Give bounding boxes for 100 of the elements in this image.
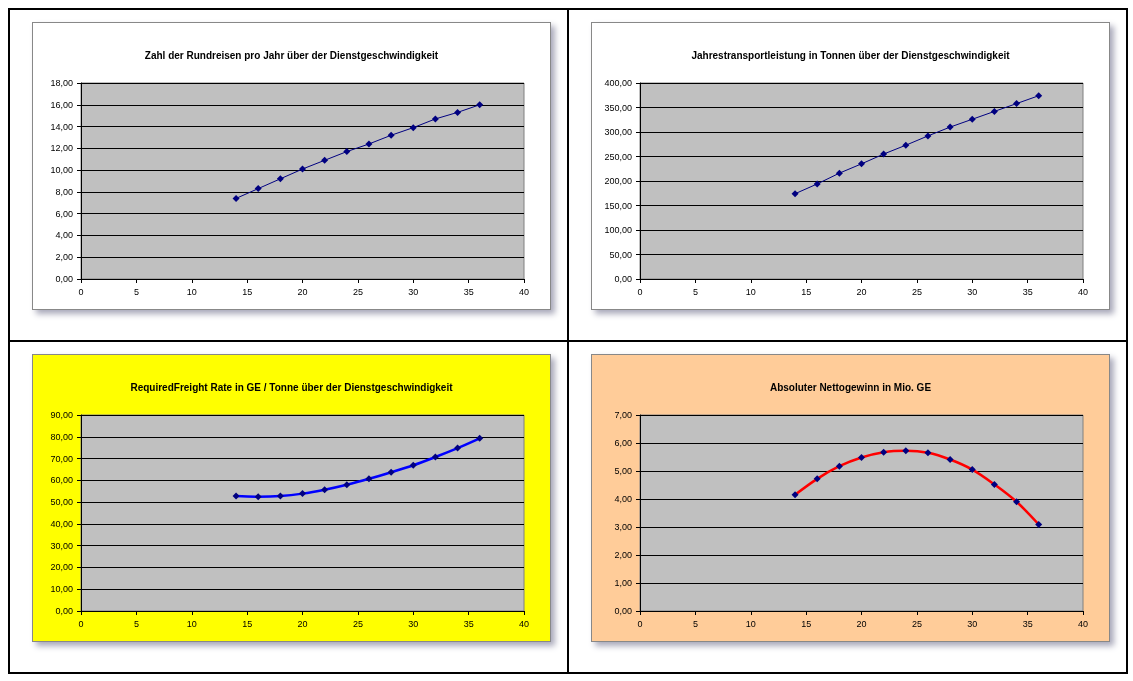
x-tick-label: 5 xyxy=(133,618,139,629)
y-tick-label: 18,00 xyxy=(50,78,73,88)
x-tick-label: 20 xyxy=(297,618,308,629)
x-tick-label: 10 xyxy=(745,286,756,297)
y-tick-label: 16,00 xyxy=(50,99,73,110)
x-tick-label: 0 xyxy=(637,618,643,629)
y-tick-label: 8,00 xyxy=(55,186,73,197)
x-tick-label: 35 xyxy=(1022,618,1033,629)
y-tick-label: 70,00 xyxy=(50,453,73,464)
x-tick-label: 30 xyxy=(967,286,978,297)
x-tick-label: 20 xyxy=(856,618,867,629)
x-tick-label: 0 xyxy=(78,286,84,297)
point xyxy=(431,115,439,123)
y-tick-label: 0,00 xyxy=(55,274,73,284)
y-tick-label: 6,00 xyxy=(55,208,73,219)
x-tick-label: 40 xyxy=(518,618,530,629)
chart-title: RequiredFreight Rate in GE / Tonne über der Dienstgeschwindigkeit xyxy=(130,381,454,393)
x-tick-label: 5 xyxy=(692,286,698,297)
x-tick-label: 25 xyxy=(352,618,363,629)
y-tick-label: 20,00 xyxy=(50,562,73,573)
x-tick-label: 25 xyxy=(352,286,363,297)
y-tick-label: 60,00 xyxy=(50,475,73,486)
y-tick-label: 400,00 xyxy=(604,78,632,88)
point xyxy=(924,132,932,140)
x-tick-label: 5 xyxy=(133,286,139,297)
x-tick-label: 10 xyxy=(745,618,756,629)
x-tick-label: 10 xyxy=(186,618,197,629)
y-tick-label: 150,00 xyxy=(604,200,632,211)
y-tick-label: 0,00 xyxy=(55,606,73,616)
point xyxy=(990,107,998,115)
y-tick-label: 4,00 xyxy=(55,230,73,241)
x-tick-label: 35 xyxy=(463,618,474,629)
x-tick-label: 20 xyxy=(856,286,867,297)
y-tick-label: 12,00 xyxy=(50,143,73,154)
x-tick-label: 40 xyxy=(518,286,530,297)
x-tick-label: 30 xyxy=(408,286,419,297)
x-tick-label: 40 xyxy=(1077,286,1089,297)
point xyxy=(254,185,262,193)
y-tick-label: 350,00 xyxy=(604,102,632,113)
point xyxy=(321,156,329,164)
y-tick-label: 5,00 xyxy=(614,466,632,476)
x-tick-label: 35 xyxy=(1022,286,1033,297)
point xyxy=(858,160,865,168)
y-tick-label: 10,00 xyxy=(50,165,73,176)
y-tick-label: 6,00 xyxy=(614,438,632,448)
y-tick-label: 10,00 xyxy=(50,584,73,595)
point xyxy=(343,148,351,156)
point xyxy=(232,194,240,202)
point xyxy=(454,108,462,116)
point xyxy=(902,141,910,149)
chart-title: Zahl der Rundreisen pro Jahr über der Dienstgeschwindigkeit xyxy=(144,49,439,61)
x-tick-label: 0 xyxy=(78,618,84,629)
point xyxy=(1013,100,1021,108)
y-tick-label: 0,00 xyxy=(614,606,632,616)
y-tick-label: 14,00 xyxy=(50,121,73,132)
point xyxy=(813,180,821,188)
x-tick-label: 15 xyxy=(801,286,812,297)
y-tick-label: 90,00 xyxy=(50,410,73,420)
chart-title: Jahrestransportleistung in Tonnen über der Dienstgeschwindigkeit xyxy=(691,49,1011,61)
x-tick-label: 25 xyxy=(911,618,922,629)
x-tick-label: 15 xyxy=(242,286,253,297)
x-tick-label: 25 xyxy=(911,286,922,297)
point xyxy=(387,131,395,139)
point xyxy=(476,101,484,109)
y-tick-label: 300,00 xyxy=(604,127,632,137)
point xyxy=(946,123,954,131)
y-tick-label: 0,00 xyxy=(614,274,632,284)
y-tick-label: 3,00 xyxy=(614,522,632,532)
y-tick-label: 1,00 xyxy=(614,578,632,588)
y-tick-label: 4,00 xyxy=(614,494,632,504)
point xyxy=(299,165,306,173)
point xyxy=(968,115,976,123)
x-tick-label: 0 xyxy=(637,286,643,297)
y-tick-label: 50,00 xyxy=(609,249,632,260)
x-tick-label: 40 xyxy=(1077,618,1089,629)
y-tick-label: 2,00 xyxy=(614,550,632,560)
point xyxy=(880,150,888,158)
y-tick-label: 40,00 xyxy=(50,518,73,529)
y-tick-label: 2,00 xyxy=(55,252,73,263)
x-tick-label: 20 xyxy=(297,286,308,297)
x-tick-label: 10 xyxy=(186,286,197,297)
point xyxy=(365,140,373,148)
point xyxy=(835,169,843,177)
x-tick-label: 30 xyxy=(408,618,419,629)
y-tick-label: 100,00 xyxy=(604,225,632,235)
x-tick-label: 35 xyxy=(463,286,474,297)
x-tick-label: 15 xyxy=(801,618,812,629)
x-tick-label: 5 xyxy=(692,618,698,629)
y-tick-label: 80,00 xyxy=(50,431,73,442)
point xyxy=(791,190,799,198)
x-tick-label: 15 xyxy=(242,618,253,629)
chart-title: Absoluter Nettogewinn in Mio. GE xyxy=(769,381,932,393)
y-tick-label: 250,00 xyxy=(604,151,632,162)
point xyxy=(276,175,284,183)
y-tick-label: 30,00 xyxy=(50,540,73,551)
y-tick-label: 200,00 xyxy=(604,176,632,186)
point xyxy=(409,124,417,132)
y-tick-label: 7,00 xyxy=(614,410,632,420)
x-tick-label: 30 xyxy=(967,618,978,629)
point xyxy=(1035,92,1043,100)
